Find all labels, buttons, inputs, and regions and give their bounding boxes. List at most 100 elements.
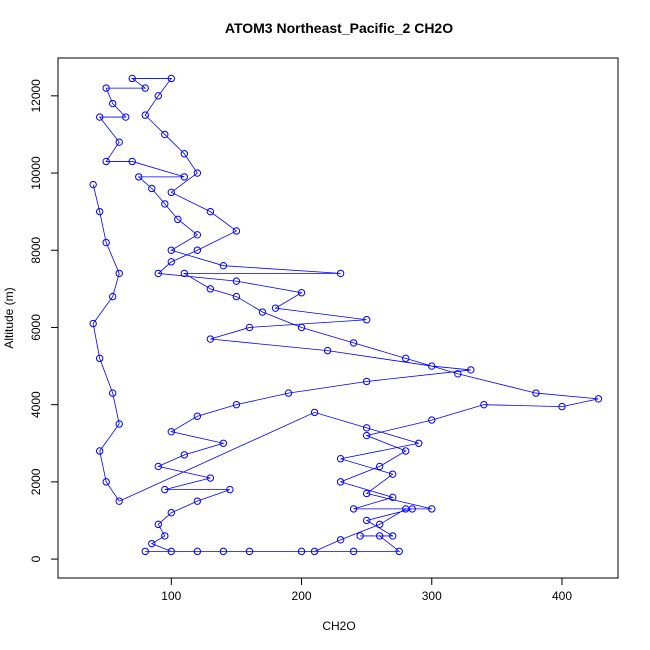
data-point (284, 389, 293, 397)
data-point (428, 505, 436, 513)
data-point (102, 157, 110, 166)
data-point (193, 412, 202, 420)
data-point (108, 389, 117, 397)
data-point (167, 547, 176, 556)
data-point (180, 150, 189, 158)
data-point (167, 246, 176, 254)
data-point (245, 547, 254, 556)
y-tick-label: 12000 (29, 79, 43, 113)
data-point (161, 130, 169, 139)
y-tick-label: 2000 (29, 468, 43, 495)
data-point (297, 547, 306, 556)
data-point (375, 462, 384, 471)
data-point (193, 169, 202, 177)
data-point (362, 489, 371, 498)
data-point (258, 308, 267, 316)
data-point (480, 400, 488, 409)
data-point (161, 532, 169, 540)
data-point (95, 207, 104, 216)
data-point (219, 439, 228, 447)
y-tick-label: 0 (29, 555, 43, 562)
data-point (271, 304, 280, 312)
x-tick-label: 100 (161, 589, 181, 603)
data-point (167, 74, 176, 83)
data-point (349, 505, 358, 513)
data-point (95, 354, 104, 363)
data-point (167, 509, 176, 517)
data-point (154, 269, 162, 278)
data-point (206, 207, 215, 216)
data-point (154, 520, 162, 529)
data-point (102, 238, 110, 247)
data-point (108, 99, 117, 108)
x-tick-label: 300 (422, 589, 442, 603)
data-point (349, 547, 358, 556)
data-point (454, 370, 462, 378)
data-point (395, 547, 403, 556)
data-point (297, 323, 306, 332)
data-point (362, 316, 371, 324)
data-point (362, 424, 371, 432)
data-point (402, 447, 410, 455)
data-point (362, 377, 371, 386)
data-point (167, 188, 176, 197)
data-point (375, 532, 384, 540)
data-point (219, 261, 228, 270)
x-tick-label: 400 (552, 589, 572, 603)
data-point (108, 292, 117, 301)
data-point (128, 157, 136, 166)
data-point (102, 478, 110, 486)
data-point (167, 258, 176, 266)
data-point (415, 439, 423, 447)
data-point (232, 292, 241, 301)
data-point (336, 455, 345, 463)
data-point (161, 200, 169, 208)
data-point (193, 246, 202, 254)
data-point (128, 74, 136, 83)
data-point (193, 497, 202, 505)
data-point (467, 366, 475, 374)
data-point (356, 532, 364, 540)
data-point (362, 516, 371, 525)
data-point (362, 431, 371, 440)
data-point (428, 416, 436, 424)
data-point (388, 532, 397, 540)
chart-title: ATOM3 Northeast_Pacific_2 CH2O (225, 20, 453, 36)
data-point (167, 427, 176, 436)
data-point (115, 269, 123, 278)
data-point (180, 451, 189, 459)
x-axis-label: CH2O (322, 619, 355, 633)
data-point (336, 269, 345, 278)
data-point (375, 520, 384, 529)
data-point (310, 547, 319, 556)
data-point (193, 547, 202, 556)
y-tick-label: 10000 (29, 156, 43, 190)
data-point (310, 408, 319, 417)
data-point (193, 231, 202, 239)
data-point (297, 289, 306, 297)
data-point (89, 180, 97, 189)
data-point (89, 319, 97, 328)
data-point (226, 485, 234, 494)
data-point (232, 227, 241, 235)
data-point (174, 215, 182, 224)
data-point (245, 323, 254, 332)
y-tick-label: 8000 (29, 237, 43, 264)
data-point (428, 362, 436, 370)
data-point (206, 285, 215, 293)
data-point (115, 497, 123, 505)
data-point (232, 277, 241, 285)
data-point (532, 389, 540, 397)
data-point (336, 478, 345, 486)
data-line (92, 78, 599, 552)
data-point (594, 395, 603, 403)
data-point (141, 547, 149, 556)
data-point (206, 474, 215, 482)
y-tick-label: 6000 (29, 314, 43, 341)
data-point (336, 536, 345, 544)
data-point (180, 173, 189, 181)
data-point (349, 339, 358, 347)
